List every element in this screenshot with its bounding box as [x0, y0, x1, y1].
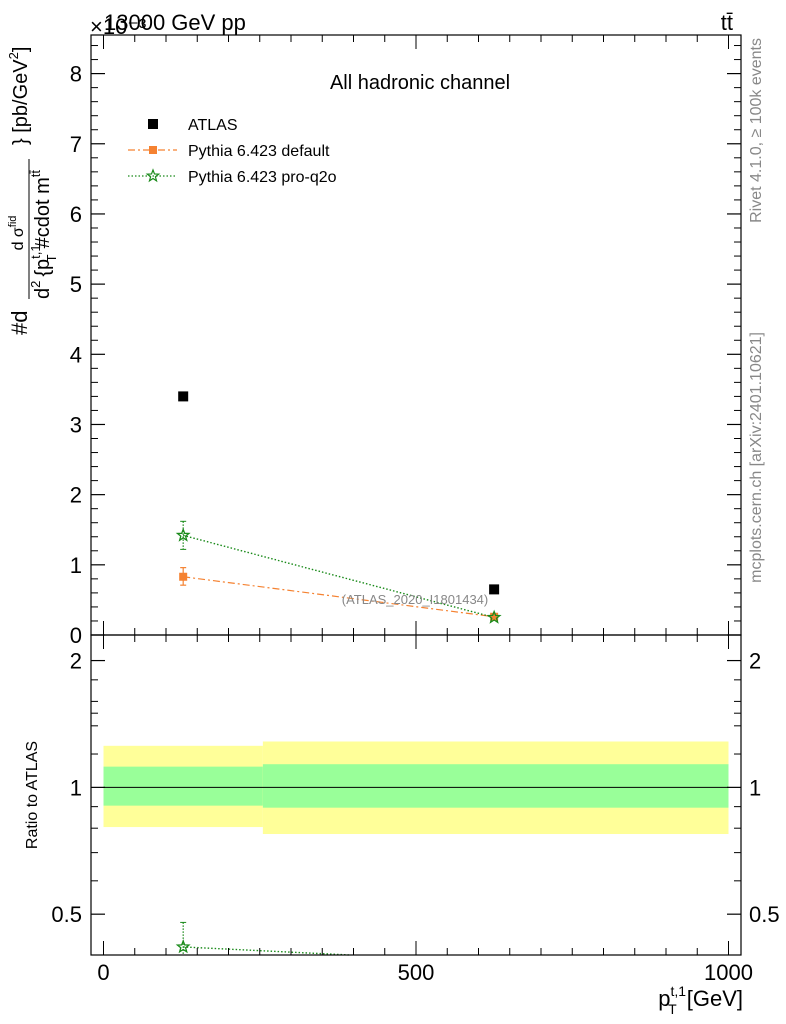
default-point	[490, 612, 499, 621]
ylabel-numerator: d σ	[10, 227, 27, 250]
ratio-proq2o-line	[183, 946, 350, 956]
svg-text:d σfid: d σfid	[7, 216, 27, 251]
ylabel-denominator-a: d	[32, 288, 54, 299]
proq2o-point	[486, 609, 502, 624]
ratio-axis-ticks: 0.5 0.5 1 1 2 2 0 500 1000	[51, 635, 780, 985]
atlas-point	[178, 391, 189, 402]
ratio-proq2o-point	[175, 939, 191, 954]
ratio-ytick-label-right: 1	[749, 775, 761, 800]
analysis-id-label: (ATLAS_2020_I1801434)	[342, 592, 488, 607]
ylabel-denominator-b-sub: T	[44, 254, 59, 262]
main-ytick-label: 2	[70, 483, 82, 508]
ratio-band-inner	[103, 766, 263, 806]
ylabel-prefix: #d	[7, 311, 32, 335]
ylabel-units-sup: 2	[6, 52, 21, 59]
ratio-ytick-label-right: 0.5	[749, 902, 780, 927]
ylabel-units: } [pb/GeV	[10, 59, 32, 145]
legend-marker-default	[149, 146, 157, 154]
ylabel-denominator-c: #cdot m	[32, 177, 54, 248]
ratio-panel: 0.5 0.5 1 1 2 2 0 500 1000 Ratio to ATLAS pt,1 T …	[24, 634, 780, 1017]
xlabel-sup: t,1	[671, 983, 687, 999]
ratio-ytick-label-left: 0.5	[51, 902, 82, 927]
main-ytick-label: 7	[70, 132, 82, 157]
process-title: tt̄	[721, 10, 733, 35]
ylabel-units-close: ]	[10, 47, 32, 53]
main-ytick-label: 0	[70, 623, 82, 648]
main-ylabel: #d d σfid d2{pt,1T#cdot mtt̄ } [pb/GeV2]	[6, 47, 59, 335]
xlabel-base: p	[658, 986, 670, 1011]
proq2o-point	[175, 527, 191, 542]
ylabel-numerator-sup: fid	[7, 216, 19, 228]
ratio-ytick-label-left: 1	[70, 775, 82, 800]
ratio-xlabel: pt,1 T [GeV]	[658, 983, 743, 1017]
legend: ATLAS Pythia 6.423 default Pythia 6.423 …	[128, 117, 337, 186]
main-series-group	[175, 391, 502, 624]
atlas-point	[489, 584, 500, 595]
main-ytick-label: 8	[70, 62, 82, 87]
legend-label-atlas: ATLAS	[188, 117, 238, 134]
ratio-band-inner	[262, 764, 729, 808]
ratio-xtick-label: 500	[398, 960, 435, 985]
main-ytick-label: 3	[70, 412, 82, 437]
main-ytick-label: 5	[70, 272, 82, 297]
rivet-version-label: Rivet 4.1.0, ≥ 100k events	[748, 38, 765, 223]
default-series-line	[183, 576, 495, 618]
ratio-xtick-label: 0	[97, 960, 109, 985]
ratio-uncertainty-bands	[103, 741, 729, 835]
channel-label: All hadronic channel	[330, 72, 510, 94]
legend-marker-atlas	[148, 119, 158, 129]
collision-title: 13000 GeV pp	[104, 10, 246, 35]
svg-text:#d: #d	[7, 311, 32, 335]
ylabel-denominator-a-sup: 2	[28, 281, 43, 288]
main-axis-ticks: 0 1 2 3 4 5 6 7 8	[70, 35, 741, 648]
ratio-ytick-label-right: 2	[749, 649, 761, 674]
legend-marker-proq2o	[145, 168, 161, 183]
xlabel-sub: T	[668, 1001, 677, 1017]
main-ytick-label: 6	[70, 202, 82, 227]
main-panel: 0 1 2 3 4 5 6 7 8 All hadronic channel (ATLAS_20…	[6, 34, 742, 648]
ratio-xtick-label: 1000	[704, 960, 753, 985]
proq2o-series-line	[183, 534, 495, 619]
main-ytick-label: 4	[70, 342, 82, 367]
default-point	[179, 572, 188, 581]
legend-label-default: Pythia 6.423 default	[188, 143, 330, 160]
xlabel-units: [GeV]	[681, 986, 743, 1011]
ratio-series-group	[175, 921, 350, 956]
ylabel-denominator-b: {p	[32, 259, 54, 277]
legend-label-proq2o: Pythia 6.423 pro-q2o	[188, 169, 337, 186]
ratio-ylabel: Ratio to ATLAS	[24, 741, 41, 849]
svg-text:d2{pt,1T#cdot mtt̄: d2 {pt,1T #cdot mtt̄	[28, 170, 59, 299]
svg-text:} [pb/GeV2]: } [pb/GeV2]	[6, 47, 32, 145]
mcplots-label: mcplots.cern.ch [arXiv:2401.10621]	[748, 332, 765, 583]
main-ytick-label: 1	[70, 553, 82, 578]
ratio-ytick-label-left: 2	[70, 649, 82, 674]
ylabel-denominator-c-sup: tt̄	[28, 170, 43, 178]
ylabel-denominator-b-sup: t,1	[28, 244, 43, 258]
